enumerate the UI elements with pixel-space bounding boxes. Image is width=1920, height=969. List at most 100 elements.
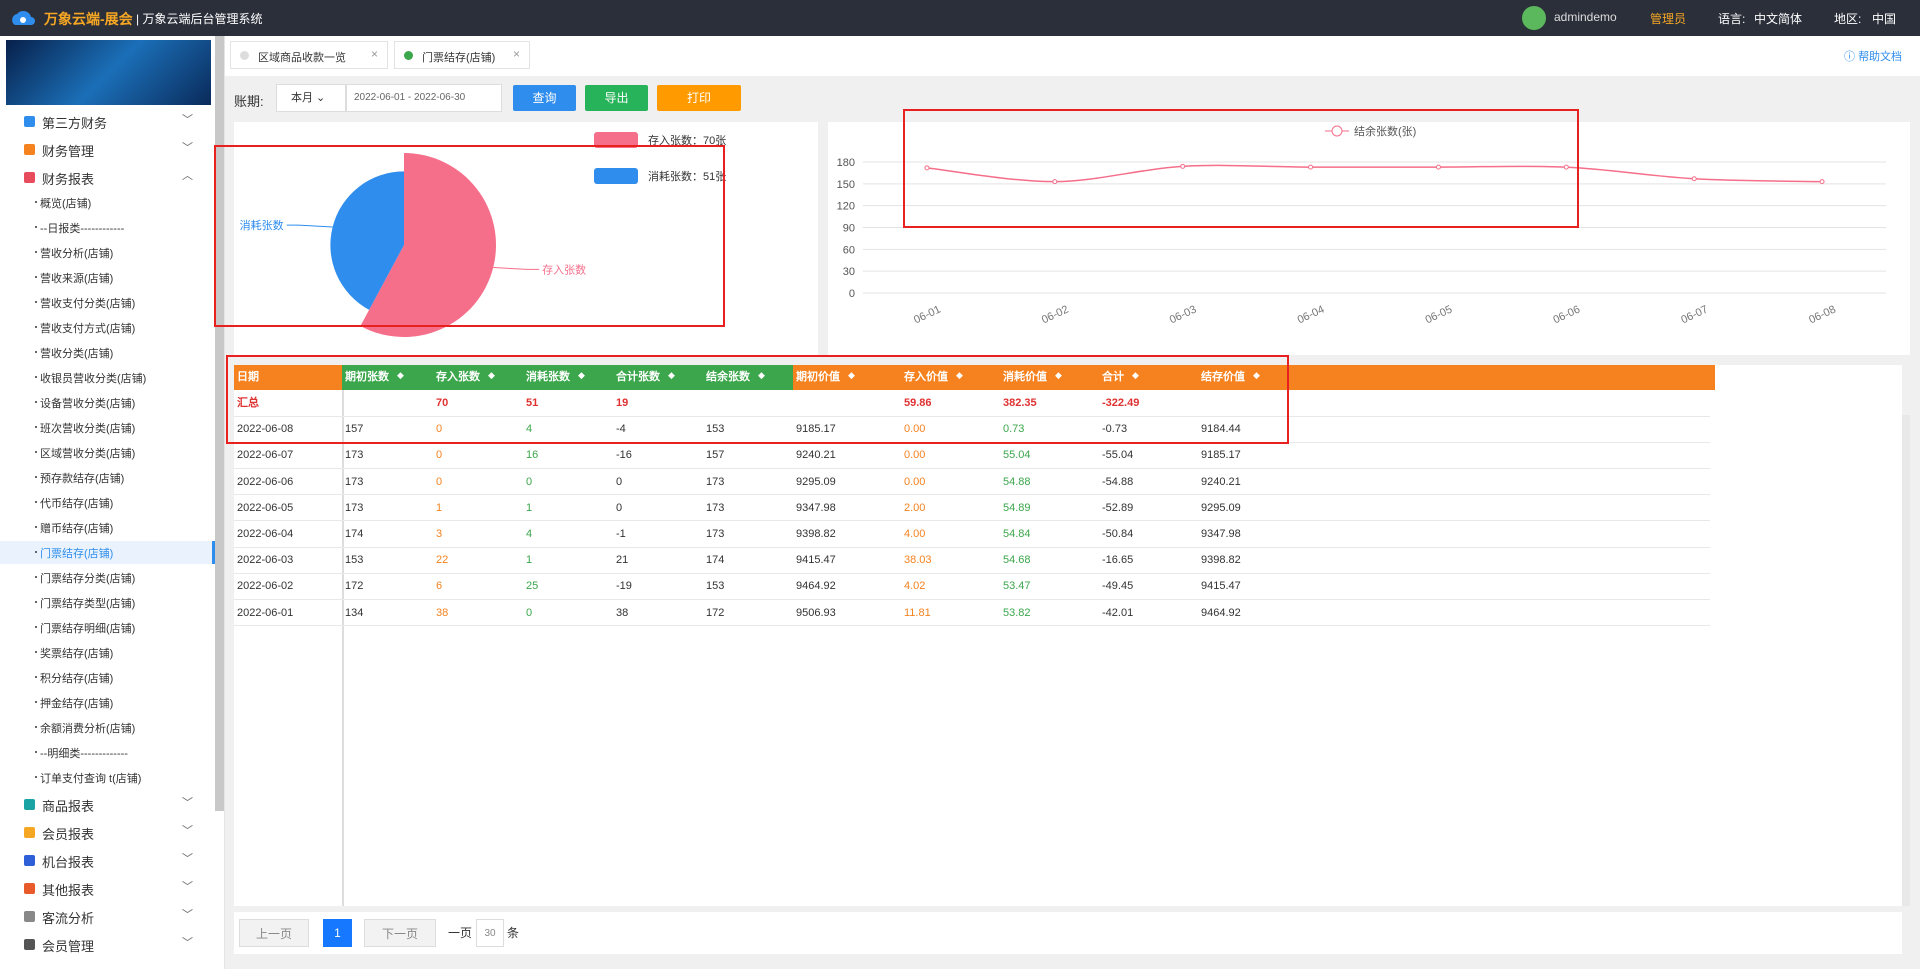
button[interactable]: 查询 bbox=[513, 85, 576, 111]
submenu-item[interactable]: --明细类------------- bbox=[40, 748, 128, 760]
menu-arrow: ﹀ bbox=[182, 825, 193, 837]
bullet bbox=[35, 226, 37, 228]
column-header[interactable]: 结存价值 bbox=[1201, 371, 1245, 383]
period-select[interactable]: 本月 ⌄ bbox=[276, 84, 346, 112]
bullet bbox=[35, 501, 37, 503]
y-tick-label: 90 bbox=[843, 223, 855, 235]
tab-label[interactable]: 区域商品收款一览 bbox=[258, 52, 346, 64]
column-header[interactable]: 消耗价值 bbox=[1003, 371, 1047, 383]
table-cell: 4 bbox=[526, 423, 533, 436]
submenu-item[interactable]: 预存款结存(店铺) bbox=[40, 473, 125, 485]
column-header[interactable]: 日期 bbox=[237, 371, 259, 383]
avatar[interactable] bbox=[1522, 6, 1546, 30]
column-header[interactable]: 期初价值 bbox=[796, 371, 840, 383]
submenu-item[interactable]: 奖票结存(店铺) bbox=[40, 648, 114, 660]
date-range[interactable]: 2022-06-01 - 2022-06-30 bbox=[354, 92, 466, 103]
submenu-item[interactable]: 概览(店铺) bbox=[40, 198, 92, 210]
column-header[interactable]: 结余张数 bbox=[706, 371, 750, 383]
submenu-item[interactable]: 代币结存(店铺) bbox=[40, 498, 114, 510]
sort-icon[interactable]: ◆ bbox=[1253, 370, 1260, 380]
sort-icon[interactable]: ◆ bbox=[578, 370, 585, 380]
menu-item[interactable]: 客流分析 bbox=[42, 911, 95, 926]
table-cell: 173 bbox=[706, 501, 725, 514]
point bbox=[1563, 164, 1569, 170]
table-cell: 1 bbox=[526, 501, 533, 514]
table-cell: 38 bbox=[616, 606, 629, 619]
tab-close[interactable]: × bbox=[370, 47, 378, 61]
submenu-item[interactable]: 营收分类(店铺) bbox=[40, 348, 114, 360]
submenu-item[interactable]: 订单支付查询 t(店铺) bbox=[40, 773, 142, 785]
table-cell: -50.84 bbox=[1102, 528, 1134, 540]
column-header[interactable]: 消耗张数 bbox=[526, 371, 570, 383]
submenu-item[interactable]: 营收支付方式(店铺) bbox=[40, 323, 136, 335]
submenu-item[interactable]: 营收支付分类(店铺) bbox=[40, 298, 136, 310]
menu-item[interactable]: 财务报表 bbox=[42, 172, 95, 187]
column-header[interactable]: 存入价值 bbox=[904, 371, 948, 383]
sort-icon[interactable]: ◆ bbox=[758, 370, 765, 380]
menu-item[interactable]: 其他报表 bbox=[42, 883, 95, 898]
column-header[interactable]: 存入张数 bbox=[436, 371, 480, 383]
help[interactable]: ⓘ 帮助文档 bbox=[1844, 51, 1903, 63]
pager-page[interactable]: 1 bbox=[323, 919, 352, 947]
table-cell: 0 bbox=[616, 501, 623, 514]
region[interactable]: 中国 bbox=[1872, 12, 1897, 26]
period-label: 账期: bbox=[234, 94, 264, 109]
submenu-item[interactable]: 设备营收分类(店铺) bbox=[40, 398, 136, 410]
submenu-item[interactable]: 营收来源(店铺) bbox=[40, 273, 114, 285]
sort-icon[interactable]: ◆ bbox=[1132, 370, 1139, 380]
table-cell: 173 bbox=[345, 475, 364, 488]
sort-icon[interactable]: ◆ bbox=[488, 370, 495, 380]
submenu-item[interactable]: 门票结存分类(店铺) bbox=[40, 573, 136, 585]
submenu-item[interactable]: 余额消费分析(店铺) bbox=[40, 723, 136, 735]
menu-item[interactable]: 商品报表 bbox=[42, 799, 95, 814]
column-header[interactable]: 合计 bbox=[1102, 371, 1124, 383]
menu-arrow: ﹀ bbox=[182, 937, 193, 949]
submenu-item[interactable]: 押金结存(店铺) bbox=[40, 698, 114, 710]
pager-per[interactable]: 30 bbox=[476, 919, 504, 947]
submenu-item[interactable]: 门票结存(店铺) bbox=[40, 548, 114, 560]
menu-item[interactable]: 会员报表 bbox=[42, 827, 95, 842]
table-cell: 1 bbox=[436, 501, 443, 514]
menu-item[interactable]: 第三方财务 bbox=[42, 116, 108, 131]
menu-icon bbox=[24, 799, 35, 810]
pager-prev[interactable]: 上一页 bbox=[239, 919, 309, 947]
submenu-item[interactable]: 区域营收分类(店铺) bbox=[40, 448, 136, 460]
pager bbox=[234, 912, 1902, 954]
tab[interactable]: 区域商品收款一览 × bbox=[230, 41, 388, 69]
submenu-item[interactable]: 赠币结存(店铺) bbox=[40, 523, 114, 535]
tab-label[interactable]: 门票结存(店铺) bbox=[422, 52, 496, 64]
period[interactable]: 本月 bbox=[291, 92, 313, 104]
sort-icon[interactable]: ◆ bbox=[1055, 370, 1062, 380]
submenu-item[interactable]: --日报类------------ bbox=[40, 223, 125, 235]
submenu-item[interactable]: 门票结存类型(店铺) bbox=[40, 598, 136, 610]
role[interactable]: 管理员 bbox=[1650, 12, 1687, 26]
point bbox=[1819, 179, 1825, 185]
submenu-item[interactable]: 积分结存(店铺) bbox=[40, 673, 114, 685]
button[interactable]: 导出 bbox=[585, 85, 648, 111]
tab[interactable]: 门票结存(店铺) × bbox=[394, 41, 530, 69]
button[interactable]: 打印 bbox=[657, 85, 741, 111]
user[interactable]: admindemo bbox=[1554, 10, 1617, 24]
submenu-item[interactable]: 营收分析(店铺) bbox=[40, 248, 114, 260]
menu-item[interactable]: 财务管理 bbox=[42, 144, 95, 159]
sort-icon[interactable]: ◆ bbox=[397, 370, 404, 380]
bullet bbox=[35, 401, 37, 403]
help-text[interactable]: 帮助文档 bbox=[1858, 51, 1903, 63]
sort-icon[interactable]: ◆ bbox=[956, 370, 963, 380]
submenu-item[interactable]: 收银员营收分类(店铺) bbox=[40, 373, 147, 385]
table-cell: 174 bbox=[345, 528, 364, 540]
column-header[interactable]: 期初张数 bbox=[345, 371, 389, 383]
sort-icon[interactable]: ◆ bbox=[848, 370, 855, 380]
menu-icon bbox=[24, 116, 35, 127]
menu-item[interactable]: 会员管理 bbox=[42, 939, 95, 954]
column-header[interactable]: 合计张数 bbox=[616, 371, 660, 383]
tab-close[interactable]: × bbox=[512, 47, 520, 61]
date-input[interactable]: 2022-06-01 - 2022-06-30 bbox=[346, 84, 502, 112]
row-line bbox=[234, 415, 1710, 417]
sort-icon[interactable]: ◆ bbox=[668, 370, 675, 380]
submenu-item[interactable]: 班次营收分类(店铺) bbox=[40, 423, 136, 435]
lang[interactable]: 中文简体 bbox=[1754, 12, 1803, 26]
submenu-item[interactable]: 门票结存明细(店铺) bbox=[40, 623, 136, 635]
menu-item[interactable]: 机台报表 bbox=[42, 855, 95, 870]
pager-next[interactable]: 下一页 bbox=[364, 919, 436, 947]
